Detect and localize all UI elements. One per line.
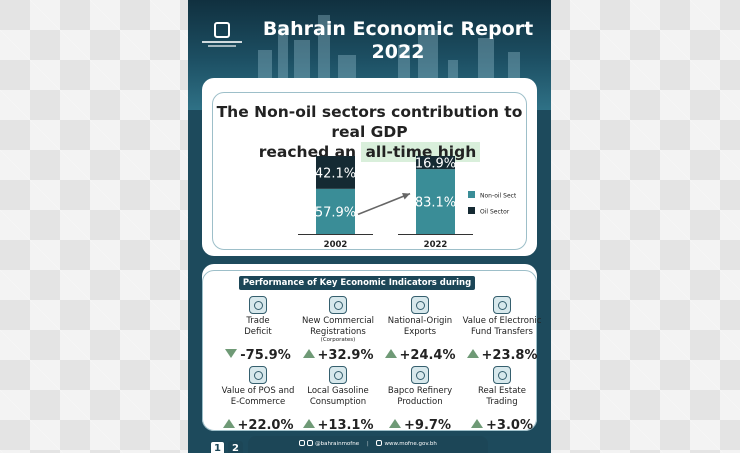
legend-swatch-non-oil [468, 191, 475, 198]
transfer-icon [493, 296, 511, 314]
indicator-sub: (Corporates) [320, 337, 356, 343]
indicator-name: Value of Electronic Fund Transfers [462, 316, 542, 337]
indicator-value: +32.9% [296, 348, 380, 363]
data-label-2022-non-oil: 83.1% [415, 196, 456, 211]
gdp-headline-line1: The Non-oil sectors contribution to real… [216, 103, 523, 141]
indicator-3: National-Origin Exports +24.4% [378, 296, 462, 363]
data-label-2022-oil: 16.9% [415, 157, 456, 172]
bar-2022-non-oil [416, 169, 455, 234]
report-title-line2: 2022 [371, 41, 425, 63]
data-label-2002-non-oil: 57.9% [315, 205, 356, 220]
indicator-5: Value of POS and E-Commerce +22.0% [216, 366, 300, 433]
legend-label-non-oil: Non-oil Sector [480, 193, 516, 200]
bar-2022-oil [416, 156, 455, 170]
triangle-up-icon [466, 349, 479, 358]
report-title: Bahrain Economic Report 2022 [248, 18, 548, 64]
indicators-title: Performance of Key Economic Indicators d… [239, 276, 475, 302]
ministry-logo [200, 22, 244, 56]
triangle-up-icon [302, 349, 315, 358]
gdp-headline: The Non-oil sectors contribution to real… [202, 102, 537, 162]
bar-2002-non-oil [316, 188, 355, 234]
indicator-6: Local Gasoline Consumption +13.1% [296, 366, 380, 433]
refinery-icon [411, 366, 429, 384]
document-icon [329, 296, 347, 314]
indicator-name: Local Gasoline Consumption [307, 386, 369, 407]
bar-2002-oil [316, 156, 355, 189]
legend-swatch-oil [468, 207, 475, 214]
factory-icon [411, 296, 429, 314]
triangle-down-icon [225, 349, 238, 358]
indicator-8: Real Estate Trading +3.0% [460, 366, 544, 433]
footer-social[interactable]: @bahrainmofne [315, 441, 360, 447]
growth-arrow-line [357, 192, 411, 216]
report-poster: Bahrain Economic Report 2022 The Non-oil… [188, 0, 551, 453]
indicator-value: +24.4% [378, 348, 462, 363]
indicator-name: National-Origin Exports [387, 316, 453, 337]
indicator-1: Trade Deficit -75.9% [216, 296, 300, 363]
ship-icon [249, 296, 267, 314]
indicator-2: New Commercial Registrations (Corporates) +… [296, 296, 380, 363]
footer-website[interactable]: www.mofne.gov.bh [384, 441, 437, 447]
indicator-7: Bapco Refinery Production +9.7% [378, 366, 462, 433]
x-tick-2002: 2002 [324, 240, 348, 250]
x-tick-2022: 2022 [424, 240, 448, 250]
growth-arrow-head [402, 193, 410, 200]
gdp-card: The Non-oil sectors contribution to real… [202, 78, 537, 256]
indicator-value: +9.7% [378, 418, 462, 433]
triangle-up-icon [384, 349, 397, 358]
emblem-icon [214, 22, 230, 38]
triangle-up-icon [222, 419, 235, 428]
fuel-icon [329, 366, 347, 384]
indicator-value: -75.9% [216, 348, 300, 363]
indicators-card [202, 264, 537, 431]
gdp-stacked-bar-chart: 57.9% 42.1% 2002 83.1% 16.9% 2022 Non-oil Sect… [298, 156, 516, 250]
triangle-up-icon [471, 419, 484, 428]
indicator-name: New Commercial Registrations [301, 316, 375, 337]
gdp-card-border [212, 92, 527, 250]
triangle-up-icon [389, 419, 402, 428]
triangle-up-icon [302, 419, 315, 428]
indicator-4: Value of Electronic Fund Transfers +23.8% [460, 296, 544, 363]
page-2-button[interactable]: 2 [228, 441, 243, 453]
report-title-line1: Bahrain Economic Report [262, 18, 534, 40]
indicator-name: Real Estate Trading [478, 386, 526, 407]
house-icon [493, 366, 511, 384]
footer-bar: @bahrainmofne | www.mofne.gov.bh [248, 436, 488, 453]
indicator-name: Trade Deficit [244, 316, 272, 337]
instagram-icon [299, 440, 306, 446]
indicators-card-border [202, 270, 537, 431]
twitter-icon [307, 440, 314, 446]
indicator-name: Bapco Refinery Production [387, 386, 453, 407]
data-label-2002-oil: 42.1% [315, 166, 356, 181]
legend-label-oil: Oil Sector [480, 209, 510, 216]
indicator-value: +22.0% [216, 418, 300, 433]
footer-separator: | [366, 441, 369, 447]
indicator-value: +23.8% [460, 348, 544, 363]
indicator-value: +13.1% [296, 418, 380, 433]
page-1-button[interactable]: 1 [210, 441, 225, 453]
indicator-name: Value of POS and E-Commerce [221, 386, 295, 407]
indicator-value: +3.0% [460, 418, 544, 433]
globe-icon [376, 440, 383, 446]
pos-icon [249, 366, 267, 384]
